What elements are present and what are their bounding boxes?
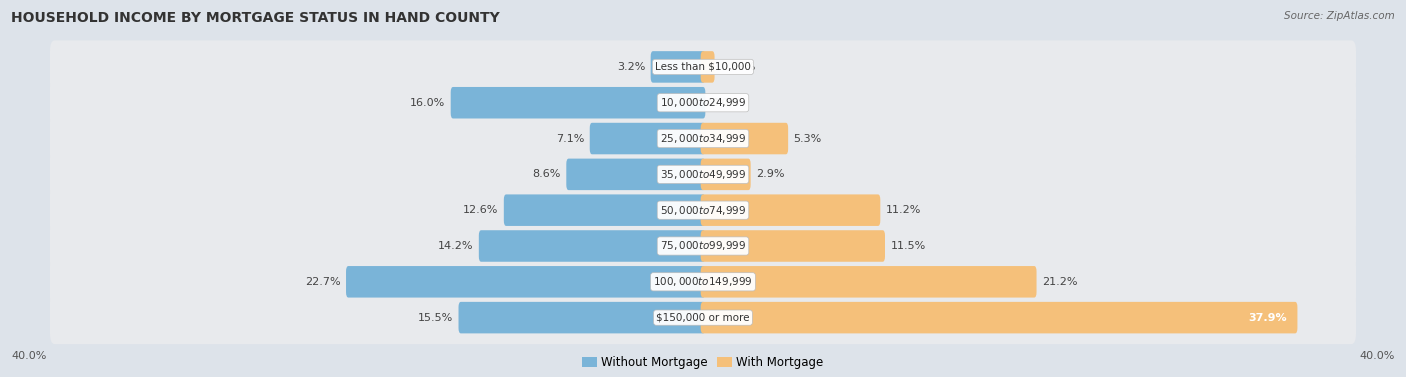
FancyBboxPatch shape (51, 219, 1355, 273)
Text: 5.3%: 5.3% (793, 133, 823, 144)
Text: 15.5%: 15.5% (418, 313, 453, 323)
Text: 40.0%: 40.0% (11, 351, 46, 361)
Text: $75,000 to $99,999: $75,000 to $99,999 (659, 239, 747, 253)
Text: 16.0%: 16.0% (411, 98, 446, 108)
FancyBboxPatch shape (651, 51, 706, 83)
FancyBboxPatch shape (700, 51, 714, 83)
FancyBboxPatch shape (51, 112, 1355, 165)
Text: 11.2%: 11.2% (886, 205, 921, 215)
FancyBboxPatch shape (589, 123, 706, 154)
FancyBboxPatch shape (700, 123, 789, 154)
Text: HOUSEHOLD INCOME BY MORTGAGE STATUS IN HAND COUNTY: HOUSEHOLD INCOME BY MORTGAGE STATUS IN H… (11, 11, 501, 25)
FancyBboxPatch shape (346, 266, 706, 297)
FancyBboxPatch shape (51, 40, 1355, 93)
Text: 14.2%: 14.2% (437, 241, 474, 251)
FancyBboxPatch shape (503, 195, 706, 226)
Text: $50,000 to $74,999: $50,000 to $74,999 (659, 204, 747, 217)
Text: 22.7%: 22.7% (305, 277, 340, 287)
Text: 37.9%: 37.9% (1249, 313, 1288, 323)
FancyBboxPatch shape (700, 266, 1036, 297)
FancyBboxPatch shape (700, 195, 880, 226)
FancyBboxPatch shape (451, 87, 706, 118)
Text: 8.6%: 8.6% (533, 169, 561, 179)
Text: Less than $10,000: Less than $10,000 (655, 62, 751, 72)
FancyBboxPatch shape (51, 184, 1355, 237)
Text: 0.59%: 0.59% (720, 62, 755, 72)
Legend: Without Mortgage, With Mortgage: Without Mortgage, With Mortgage (582, 356, 824, 369)
Text: $25,000 to $34,999: $25,000 to $34,999 (659, 132, 747, 145)
Text: $35,000 to $49,999: $35,000 to $49,999 (659, 168, 747, 181)
Text: $150,000 or more: $150,000 or more (657, 313, 749, 323)
Text: 0.0%: 0.0% (711, 98, 740, 108)
Text: 12.6%: 12.6% (463, 205, 498, 215)
FancyBboxPatch shape (51, 148, 1355, 201)
Text: 40.0%: 40.0% (1360, 351, 1395, 361)
Text: $10,000 to $24,999: $10,000 to $24,999 (659, 96, 747, 109)
Text: 7.1%: 7.1% (555, 133, 585, 144)
Text: 3.2%: 3.2% (617, 62, 645, 72)
FancyBboxPatch shape (700, 159, 751, 190)
FancyBboxPatch shape (51, 291, 1355, 344)
FancyBboxPatch shape (567, 159, 706, 190)
Text: 11.5%: 11.5% (890, 241, 925, 251)
FancyBboxPatch shape (458, 302, 706, 333)
FancyBboxPatch shape (51, 76, 1355, 129)
FancyBboxPatch shape (51, 255, 1355, 308)
FancyBboxPatch shape (700, 230, 884, 262)
Text: 21.2%: 21.2% (1042, 277, 1077, 287)
FancyBboxPatch shape (479, 230, 706, 262)
Text: 2.9%: 2.9% (756, 169, 785, 179)
FancyBboxPatch shape (700, 302, 1298, 333)
Text: $100,000 to $149,999: $100,000 to $149,999 (654, 275, 752, 288)
Text: Source: ZipAtlas.com: Source: ZipAtlas.com (1284, 11, 1395, 21)
